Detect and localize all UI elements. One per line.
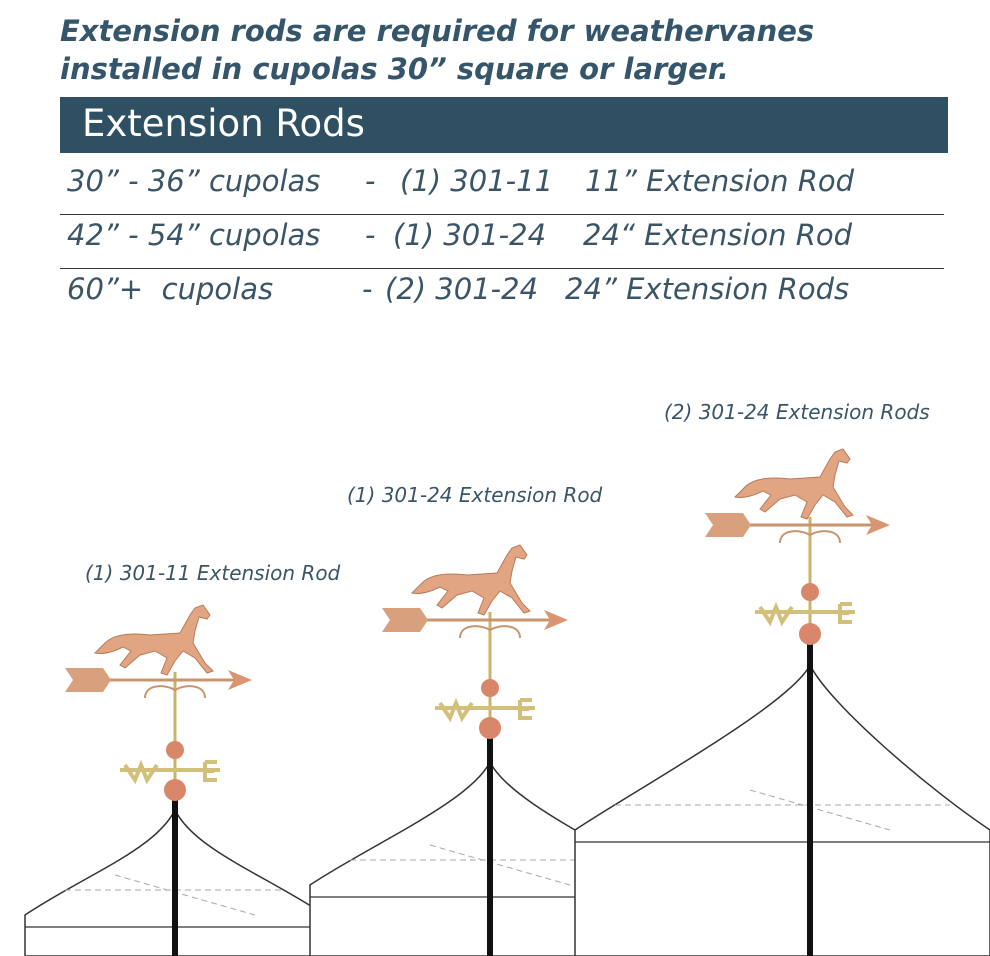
directionals xyxy=(120,759,220,785)
ball xyxy=(799,623,821,645)
cupola-detail xyxy=(615,789,950,831)
table-row: 42” - 54” cupolas - (1) 301-24 24“ Extensio… xyxy=(60,214,944,269)
ball xyxy=(801,583,819,601)
table-row: 60”+ cupolas - (2) 301-24 24” Extension Rod… xyxy=(60,268,944,322)
scroll xyxy=(144,685,206,699)
arrow-tail xyxy=(382,608,428,632)
ball xyxy=(479,717,501,739)
table-cell: - xyxy=(362,272,373,306)
scroll xyxy=(459,625,521,639)
horse xyxy=(410,544,531,616)
intro-line: installed in cupolas 30” square or large… xyxy=(60,52,729,86)
ball xyxy=(164,779,186,801)
table-cell: 42” - 54” cupolas xyxy=(67,218,321,252)
table-cell: (2) 301-24 xyxy=(385,272,539,306)
horse xyxy=(733,448,854,520)
arrow-head xyxy=(866,515,890,535)
table-cell: (1) 301-11 xyxy=(400,164,554,198)
table-cell: 60”+ cupolas xyxy=(67,272,274,306)
ball xyxy=(166,741,184,759)
horse xyxy=(93,604,214,676)
table-cell: 24“ Extension Rod xyxy=(583,218,853,252)
table-cell: 11” Extension Rod xyxy=(585,164,855,198)
scroll xyxy=(779,530,841,544)
ball xyxy=(481,679,499,697)
intro: Extension rods are required for weatherv… xyxy=(60,12,814,88)
table-header: Extension Rods xyxy=(60,97,948,153)
table-cell: 30” - 36” cupolas xyxy=(67,164,321,198)
table-cell: - xyxy=(365,164,376,198)
table-cell: 24” Extension Rods xyxy=(565,272,850,306)
arrow-tail xyxy=(705,513,751,537)
caption: (1) 301-11 Extension Rod xyxy=(85,561,341,585)
arrow-head xyxy=(228,670,252,690)
directionals xyxy=(435,697,535,723)
caption: (2) 301-24 Extension Rods xyxy=(664,400,930,424)
arrow-tail xyxy=(65,668,111,692)
table-title: Extension Rods xyxy=(82,102,365,145)
table-row: 30” - 36” cupolas - (1) 301-11 11” Extensio… xyxy=(60,160,944,215)
table-cell: - xyxy=(365,218,376,252)
arrow-head xyxy=(544,610,568,630)
caption: (1) 301-24 Extension Rod xyxy=(347,483,603,507)
table-cell: (1) 301-24 xyxy=(393,218,547,252)
directionals xyxy=(755,601,855,627)
cupola-roof xyxy=(574,663,990,956)
intro-line: Extension rods are required for weatherv… xyxy=(60,14,815,48)
